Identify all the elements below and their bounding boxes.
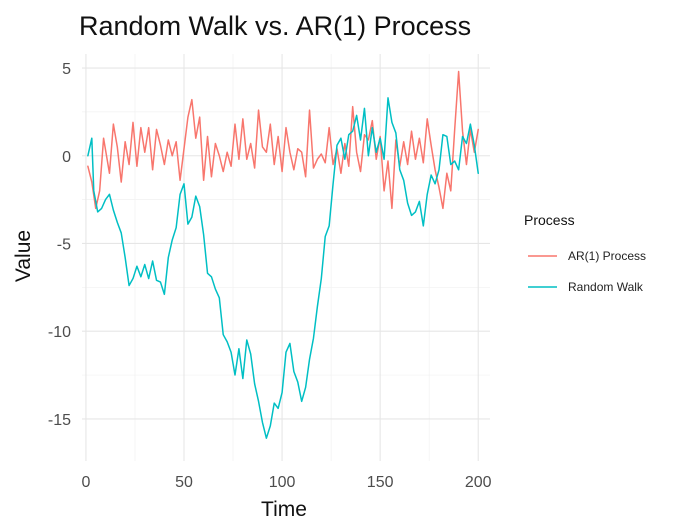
x-tick-label: 100 (269, 474, 296, 491)
y-axis-title: Value (12, 230, 35, 282)
legend-title: Process (524, 212, 575, 228)
chart-title: Random Walk vs. AR(1) Process (79, 11, 471, 41)
x-tick-label: 50 (175, 474, 193, 491)
x-tick-label: 200 (465, 474, 492, 491)
x-tick-label: 150 (367, 474, 394, 491)
series-layer (87, 70, 479, 439)
y-tick-label: -10 (48, 324, 71, 341)
legend-label-ar1: AR(1) Process (568, 249, 646, 263)
y-tick-label: 5 (62, 61, 71, 78)
y-tick-label: 0 (62, 149, 71, 166)
series-line-random-walk (87, 97, 479, 439)
y-tick-label: -15 (48, 412, 71, 429)
x-axis-title: Time (261, 498, 307, 521)
series-line-ar1 (87, 70, 479, 210)
legend: Process AR(1) Process Random Walk (524, 212, 646, 294)
grid (82, 54, 490, 461)
x-tick-label: 0 (81, 474, 90, 491)
y-tick-label: -5 (57, 236, 71, 253)
legend-label-random-walk: Random Walk (568, 280, 644, 294)
